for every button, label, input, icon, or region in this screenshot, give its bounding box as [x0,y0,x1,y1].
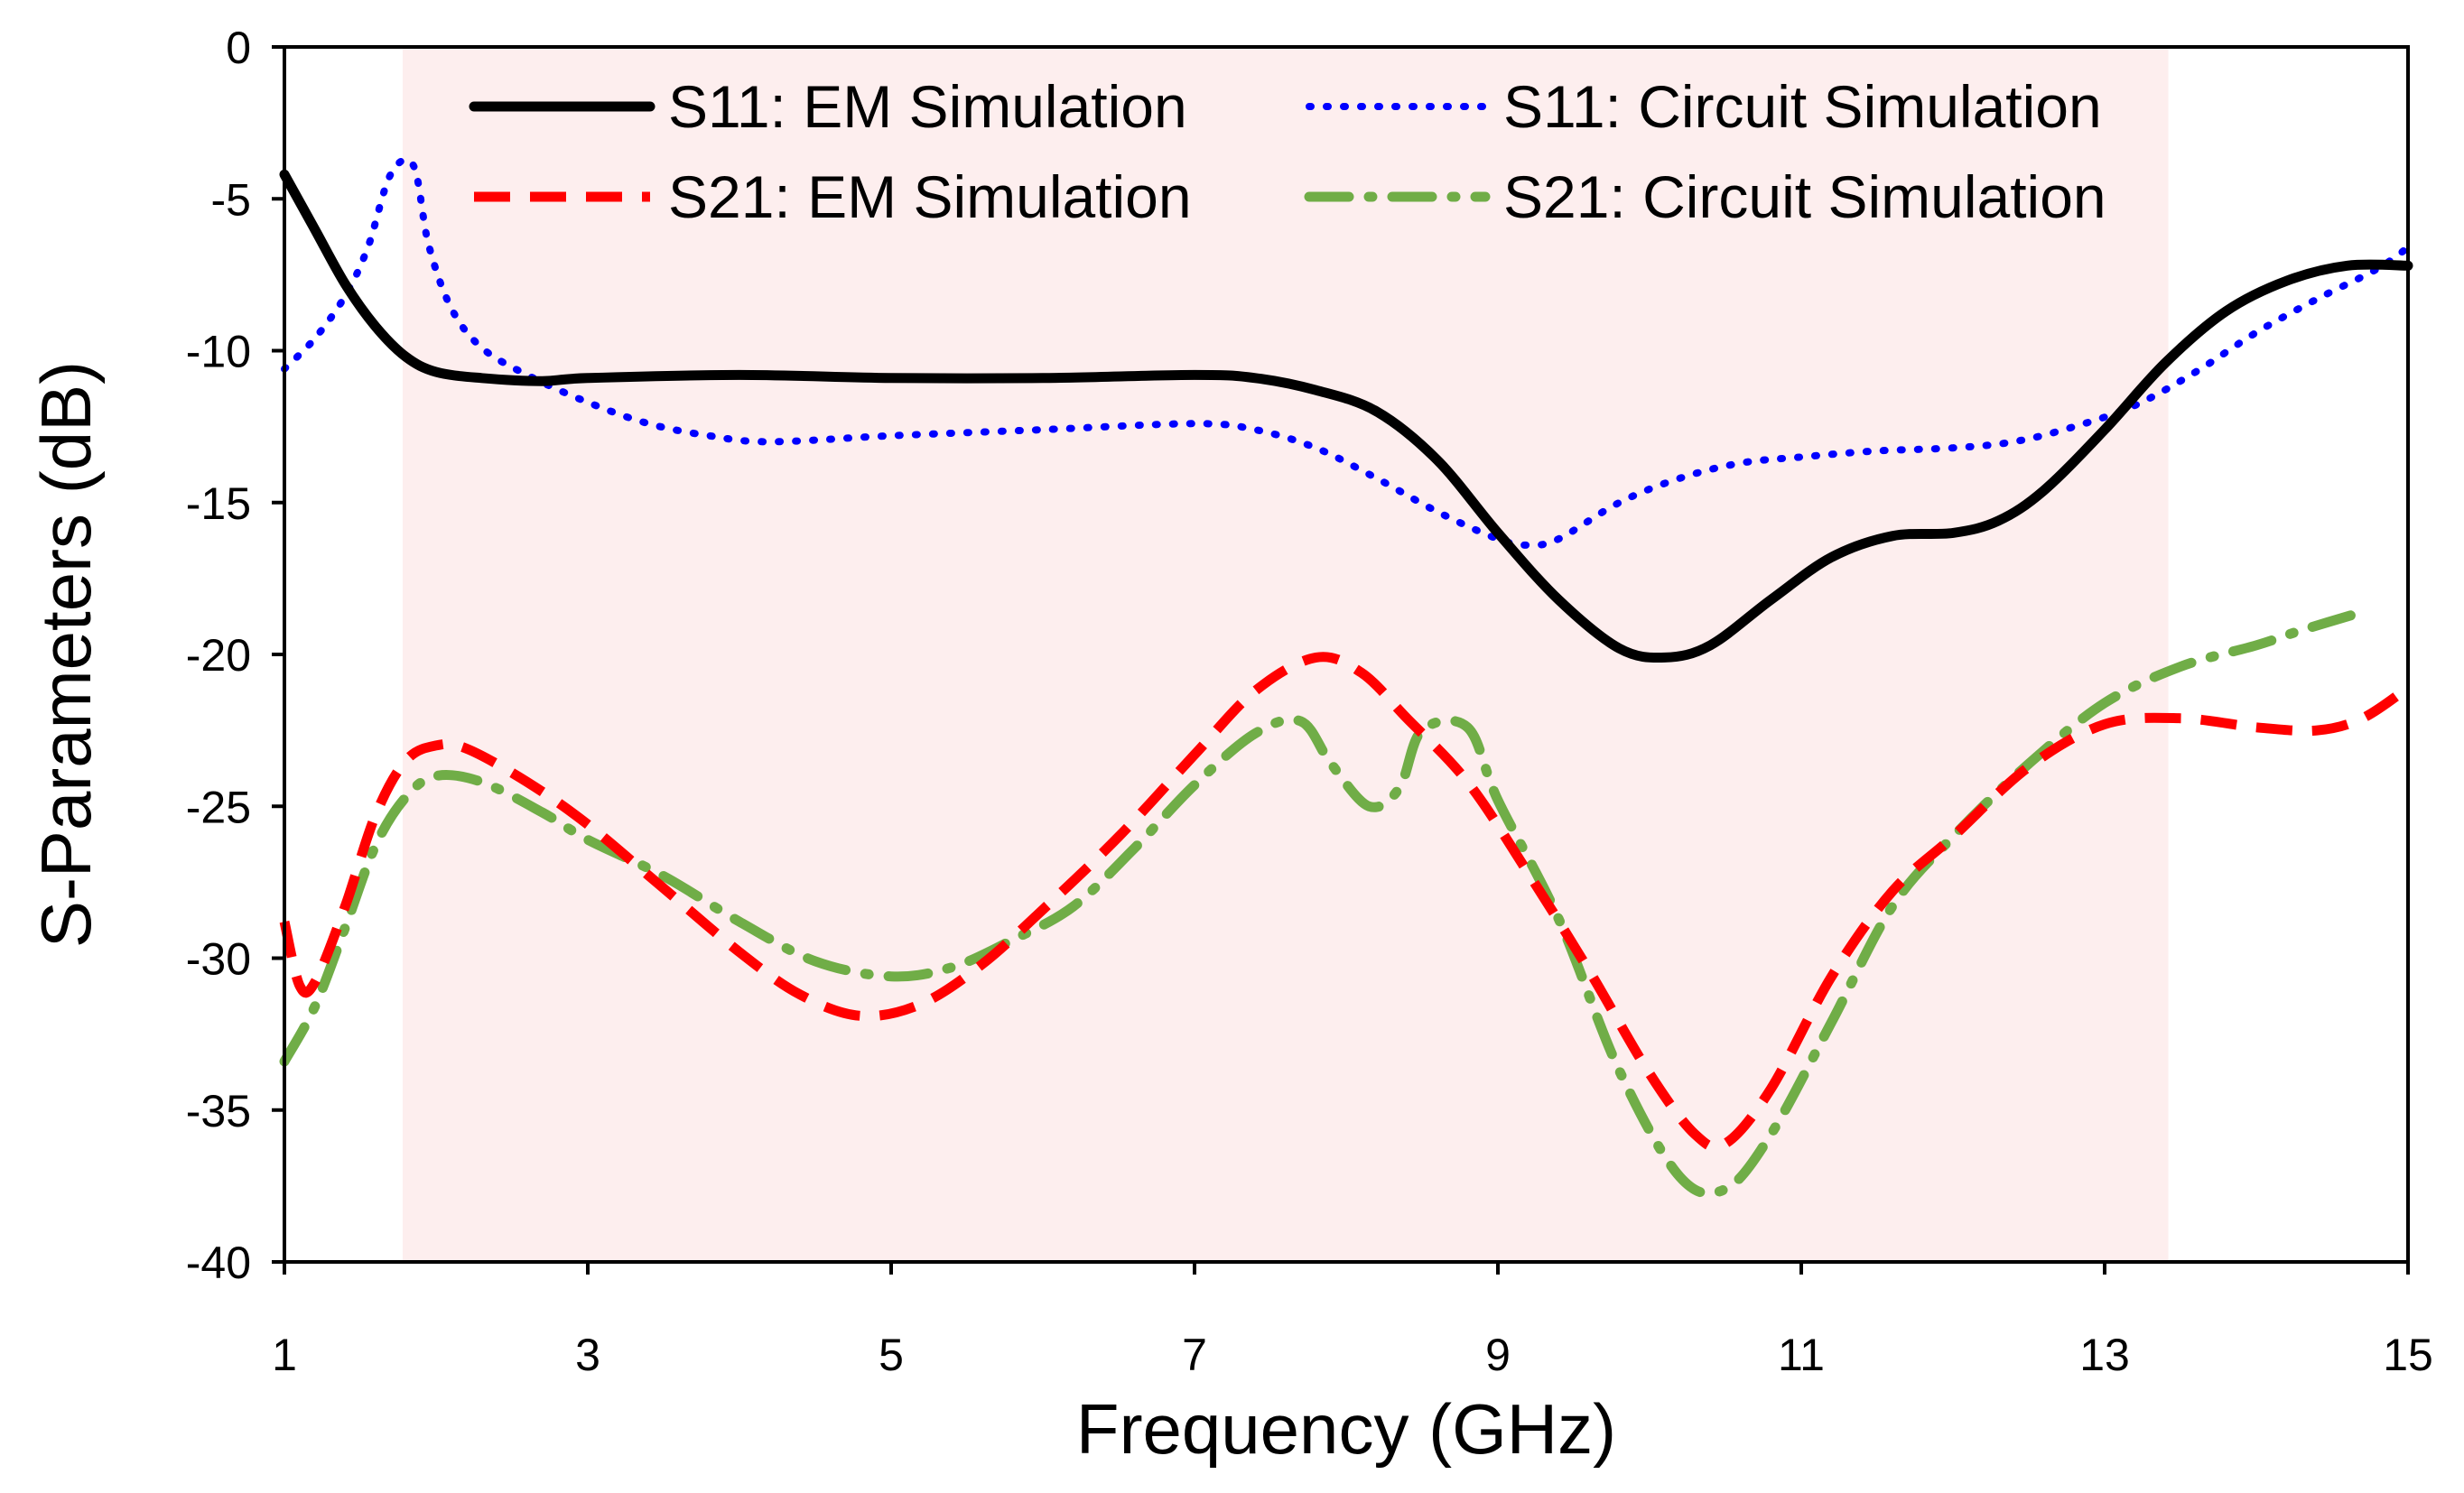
y-tick-label: -25 [186,782,251,832]
legend: S11: EM Simulation S11: Circuit Simulatio… [469,73,2106,230]
y-tick-label: -5 [211,174,251,225]
legend-label-s21-circuit-simulation: S21: Circuit Simulation [1503,163,2106,230]
legend-label-s11-em-simulation: S11: EM Simulation [668,73,1187,140]
y-tick-label: -10 [186,327,251,377]
y-tick-label: 0 [226,23,251,73]
x-ticks: 1 3 5 7 9 11 13 15 [272,1262,2433,1380]
y-tick-label: -15 [186,478,251,529]
series-line-s21-em-simulation [279,652,2412,1153]
y-tick-label: -20 [186,630,251,681]
series-line-s11-em-simulation [279,169,2413,663]
x-tick-label: 5 [879,1330,904,1380]
y-ticks: 0 -5 -10 -15 -20 -25 -30 -35 -40 [186,23,284,1288]
x-tick-label: 13 [2079,1330,2130,1380]
series-line-s11-circuit-simulation [281,155,2412,549]
x-tick-label: 11 [1778,1330,1825,1380]
y-tick-label: -40 [186,1238,251,1288]
x-axis-title: Frequency (GHz) [1076,1389,1616,1469]
y-axis-title: S-Parameters (dB) [26,361,106,948]
x-tick-label: 9 [1485,1330,1511,1380]
x-tick-label: 3 [575,1330,600,1380]
series-layer [279,155,2413,1199]
x-tick-label: 15 [2383,1330,2433,1380]
y-tick-label: -30 [186,934,251,985]
legend-label-s11-circuit-simulation: S11: Circuit Simulation [1503,73,2102,140]
x-tick-label: 1 [272,1330,297,1380]
y-tick-label: -35 [186,1086,251,1136]
legend-label-s21-em-simulation: S21: EM Simulation [668,163,1192,230]
x-tick-label: 7 [1182,1330,1207,1380]
shaded-band [403,47,2169,1262]
